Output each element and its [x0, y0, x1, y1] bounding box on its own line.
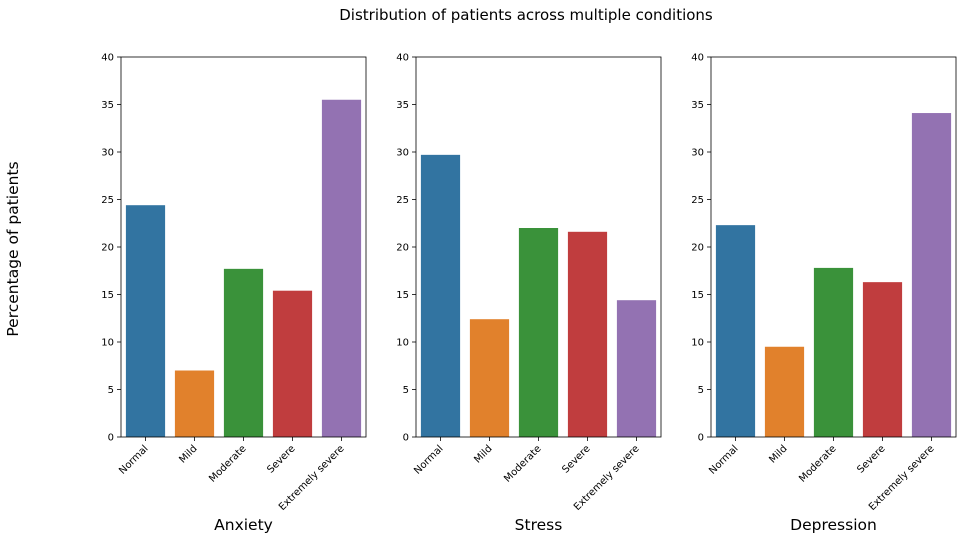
y-tick-label: 0	[698, 433, 704, 444]
y-tick-label: 5	[403, 385, 409, 396]
bar-moderate	[223, 268, 264, 437]
y-tick-label: 5	[698, 385, 704, 396]
y-tick-label: 15	[691, 290, 704, 301]
y-tick-label: 30	[691, 148, 704, 159]
y-tick-label: 20	[691, 243, 704, 254]
y-tick-label: 10	[101, 338, 114, 349]
y-tick-label: 30	[396, 148, 409, 159]
x-tick-label: Mild	[177, 443, 199, 465]
x-axis-label-stress: Stress	[515, 516, 563, 534]
x-tick-label: Severe	[560, 443, 592, 475]
x-tick-label: Moderate	[207, 443, 248, 484]
x-axis-label-anxiety: Anxiety	[214, 516, 273, 534]
x-tick-label: Mild	[472, 443, 494, 465]
y-tick-label: 40	[691, 53, 704, 64]
x-tick-label: Mild	[767, 443, 789, 465]
x-tick-label: Normal	[412, 443, 445, 476]
bar-mild	[764, 346, 805, 437]
subplot-stress: 0 5 10 15 20 25 30 35 40 Normal Mild Moderate Severe…	[396, 53, 662, 534]
x-tick-label: Normal	[117, 443, 150, 476]
axes-frame	[415, 56, 662, 438]
bar-moderate	[518, 228, 559, 437]
y-tick-label: 15	[396, 290, 409, 301]
y-tick-label: 35	[101, 100, 114, 111]
bar-normal	[125, 205, 166, 437]
y-tick-label: 35	[396, 100, 409, 111]
bar-mild	[469, 319, 510, 437]
y-tick-label: 25	[396, 195, 409, 206]
bar-mild	[174, 370, 215, 437]
x-tick-label: Severe	[855, 443, 887, 475]
y-tick-label: 40	[101, 53, 114, 64]
x-tick-label: Moderate	[502, 443, 543, 484]
y-tick-label: 35	[691, 100, 704, 111]
y-tick-label: 25	[101, 195, 114, 206]
bar-extremely-severe	[616, 300, 657, 437]
x-tick-label: Severe	[265, 443, 297, 475]
bar-severe	[862, 282, 903, 437]
figure-title: Distribution of patients across multiple…	[339, 6, 713, 24]
y-tick-label: 5	[108, 385, 114, 396]
bar-extremely-severe	[321, 99, 362, 437]
bar-normal	[420, 154, 461, 437]
y-tick-label: 30	[101, 148, 114, 159]
y-tick-label: 0	[403, 433, 409, 444]
bar-normal	[715, 225, 756, 437]
bar-severe	[567, 231, 608, 437]
y-tick-label: 0	[108, 433, 114, 444]
figure-y-axis-label: Percentage of patients	[4, 161, 22, 336]
axes-frame	[120, 56, 367, 438]
axes-frame	[710, 56, 957, 438]
y-tick-label: 40	[396, 53, 409, 64]
bar-moderate	[813, 267, 854, 437]
x-tick-label: Normal	[707, 443, 740, 476]
y-tick-label: 25	[691, 195, 704, 206]
y-tick-label: 20	[396, 243, 409, 254]
x-axis-label-depression: Depression	[790, 516, 877, 534]
subplot-depression: 0 5 10 15 20 25 30 35 40 Normal Mild Moderate Severe…	[691, 53, 957, 534]
y-tick-label: 15	[101, 290, 114, 301]
y-tick-label: 10	[691, 338, 704, 349]
bar-extremely-severe	[911, 113, 952, 438]
bar-severe	[272, 290, 313, 437]
y-tick-label: 10	[396, 338, 409, 349]
subplot-anxiety: 0 5 10 15 20 25 30 35 40 Normal Mild Moderate Severe…	[101, 53, 367, 534]
subplots: 0 5 10 15 20 25 30 35 40 Normal Mild Moderate Severe…	[101, 53, 957, 534]
x-tick-label: Moderate	[797, 443, 838, 484]
y-tick-label: 20	[101, 243, 114, 254]
